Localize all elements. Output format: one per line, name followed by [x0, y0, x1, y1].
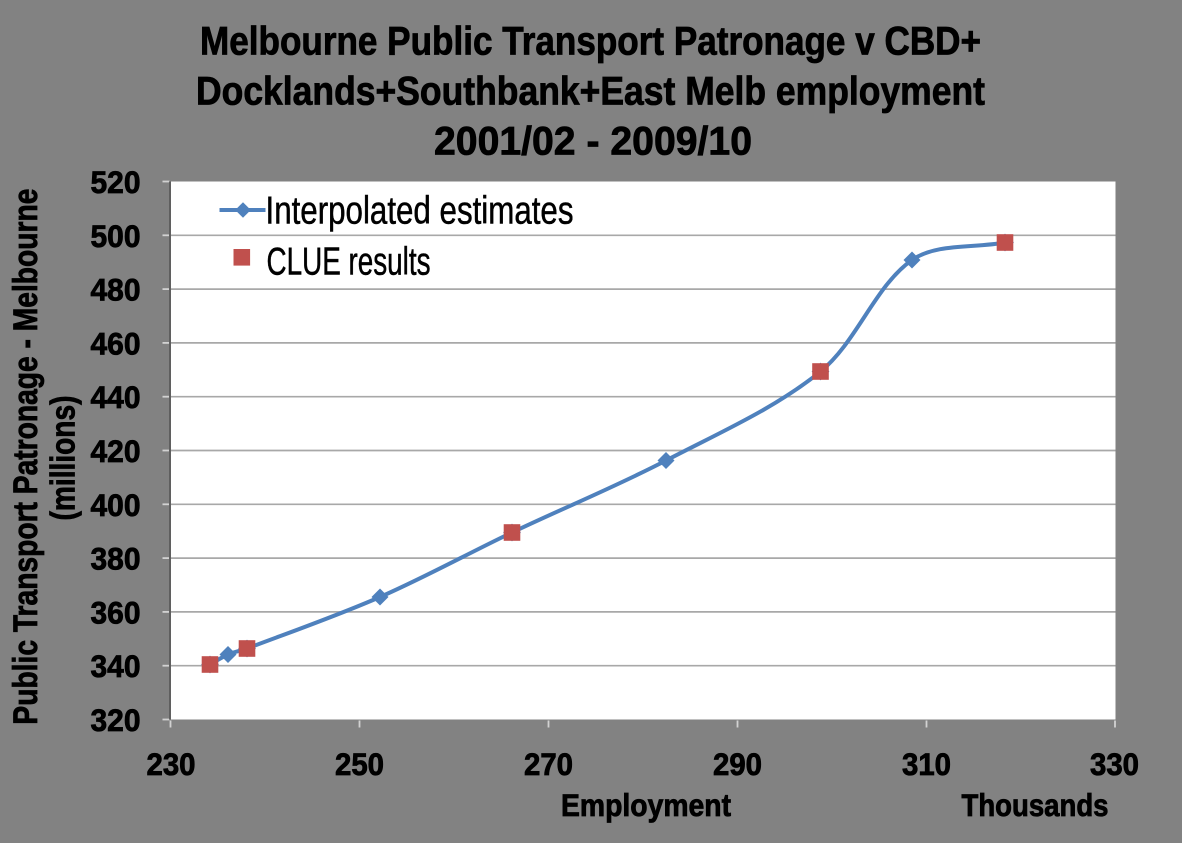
- svg-text:360: 360: [91, 594, 141, 630]
- svg-text:(millions): (millions): [45, 396, 83, 521]
- svg-text:400: 400: [91, 487, 141, 523]
- svg-text:440: 440: [91, 379, 141, 415]
- svg-text:500: 500: [91, 218, 141, 254]
- svg-text:380: 380: [91, 541, 141, 577]
- svg-text:480: 480: [91, 272, 141, 308]
- svg-text:Thousands: Thousands: [962, 787, 1109, 823]
- svg-text:2001/02 - 2009/10: 2001/02 - 2009/10: [434, 120, 752, 164]
- svg-text:Melbourne Public Transport Pat: Melbourne Public Transport Patronage v C…: [200, 20, 981, 64]
- svg-text:Employment: Employment: [561, 787, 731, 823]
- svg-text:290: 290: [713, 746, 762, 782]
- svg-text:320: 320: [91, 702, 141, 738]
- svg-text:310: 310: [902, 746, 951, 782]
- svg-text:Public Transport Patronage - M: Public Transport Patronage - Melbourne: [7, 189, 45, 725]
- svg-text:230: 230: [147, 746, 196, 782]
- svg-text:340: 340: [91, 648, 141, 684]
- svg-text:520: 520: [91, 164, 141, 200]
- svg-text:250: 250: [335, 746, 384, 782]
- svg-text:Interpolated estimates: Interpolated estimates: [266, 189, 574, 232]
- svg-text:460: 460: [91, 325, 141, 361]
- svg-text:420: 420: [91, 433, 141, 469]
- svg-text:CLUE results: CLUE results: [267, 241, 431, 284]
- svg-text:330: 330: [1090, 746, 1139, 782]
- svg-text:270: 270: [524, 746, 573, 782]
- svg-text:Docklands+Southbank+East Melb: Docklands+Southbank+East Melb employment: [196, 70, 985, 114]
